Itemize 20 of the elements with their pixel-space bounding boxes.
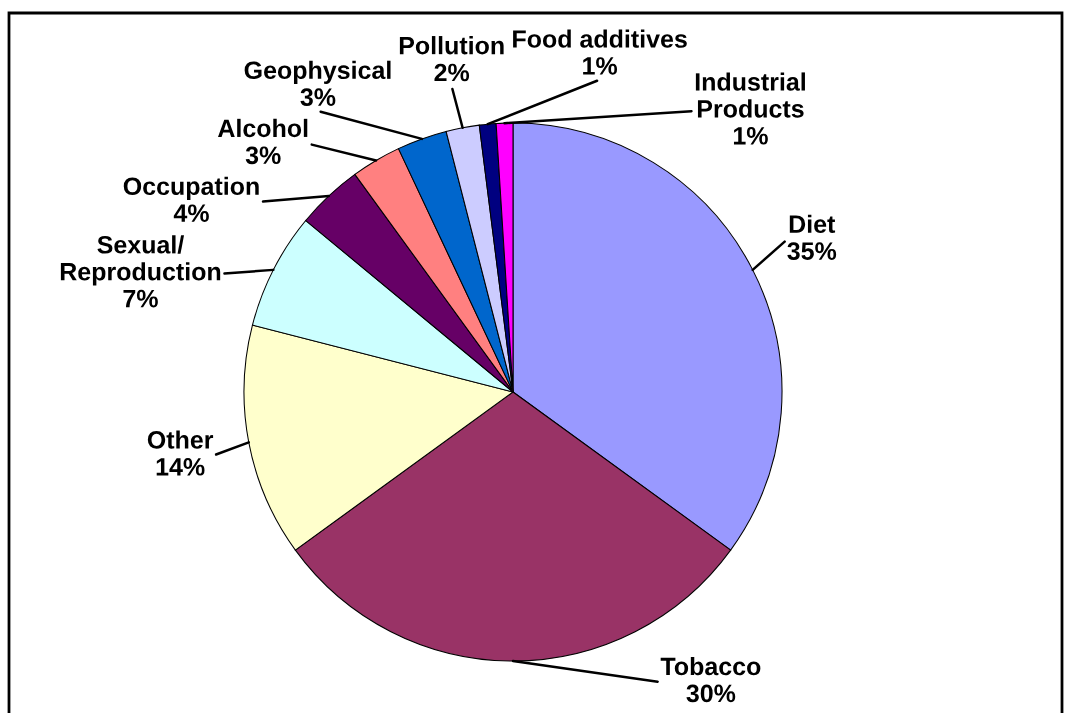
data-label: 3% (300, 88, 336, 107)
data-label: 7% (123, 289, 158, 308)
slice-label: Alcohol (218, 118, 308, 138)
slice-label: Geophysical (244, 60, 391, 85)
data-label: 14% (156, 458, 205, 476)
slice-label: Pollution (399, 36, 504, 55)
slice-label: Diet (789, 214, 836, 234)
slice-label: Tobacco (660, 656, 761, 676)
slice-label: Food additives (513, 29, 687, 48)
slice-label: Industrial Products (695, 72, 805, 118)
slice-label: Other (147, 430, 214, 449)
data-label: 1% (583, 57, 618, 75)
data-label: 3% (245, 146, 281, 165)
data-label: 2% (434, 63, 470, 82)
slice-label: Occupation (123, 176, 259, 201)
data-label: 35% (787, 242, 837, 260)
data-label: 1% (733, 126, 768, 145)
slice-label: Sexual/Reproduction (60, 235, 221, 286)
data-label: 30% (686, 684, 736, 703)
data-label: 4% (173, 204, 209, 222)
